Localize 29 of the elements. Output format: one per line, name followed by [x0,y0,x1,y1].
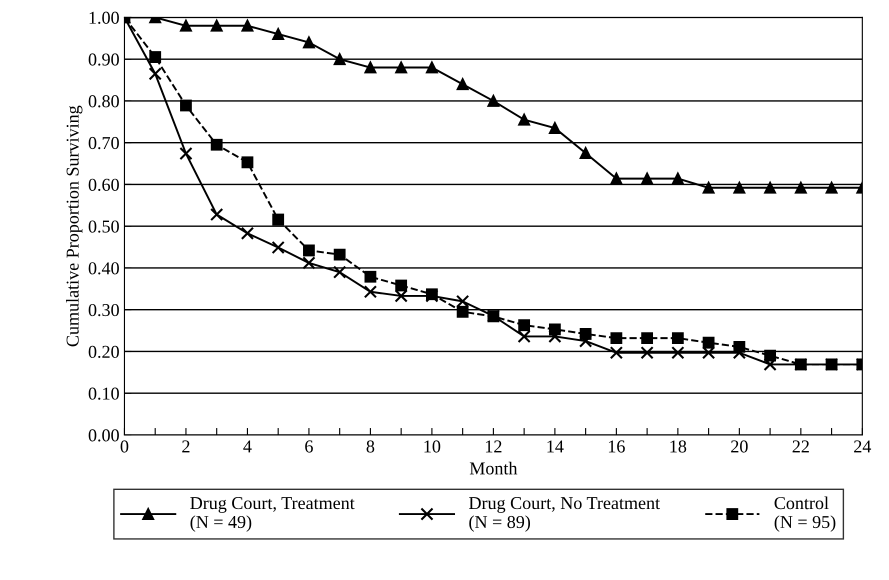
x-tick-label: 0 [120,440,128,453]
y-tick-label: 0.70 [88,136,119,150]
y-tick-label: 0.60 [88,178,119,191]
y-tick-label: 0.80 [88,95,119,108]
y-tick-label: 0.10 [88,387,119,400]
y-tick-label: 0.20 [88,346,119,358]
legend-label: Control (N = 95) [774,496,836,532]
x-axis-title: Month [470,462,518,474]
x-tick-label: 18 [670,440,686,453]
x-tick-label: 24 [854,440,872,452]
x-tick-label: 12 [486,440,502,452]
legend-label: Drug Court, Treatment (N = 49) [190,497,355,532]
x-tick-label: 4 [243,440,252,452]
y-axis-title: Cumulative Proportion Surviving [66,106,82,346]
y-tick-label: 0.40 [88,262,119,274]
x-tick-label: 10 [424,440,440,453]
x-tick-label: 22 [792,440,809,452]
x-tick-label: 14 [547,440,564,452]
legend-label: Drug Court, No Treatment (N = 89) [469,497,660,532]
y-tick-label: 0.30 [88,304,119,316]
y-tick-label: 0.90 [88,53,119,66]
x-tick-label: 2 [182,440,190,452]
x-tick-label: 8 [366,440,374,453]
x-tick-label: 6 [305,440,313,453]
y-tick-label: 0.50 [88,220,119,233]
x-tick-label: 16 [608,440,625,453]
x-tick-label: 20 [731,440,748,453]
y-tick-label: 1.00 [90,12,119,24]
y-tick-label: 0.00 [88,429,119,442]
